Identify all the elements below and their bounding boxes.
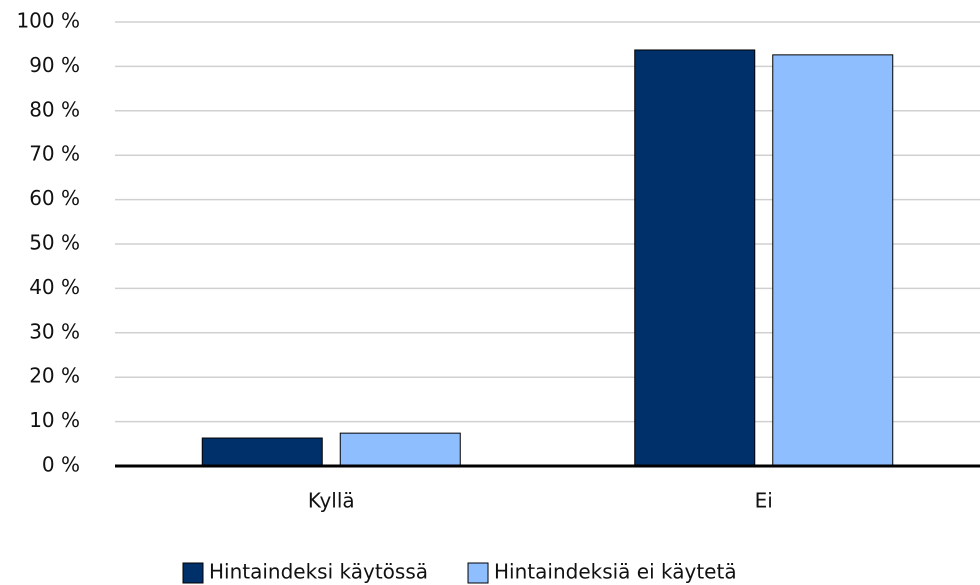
bar (772, 54, 894, 467)
legend-swatch (182, 562, 204, 584)
x-tick-label: Ei (755, 489, 773, 513)
y-tick-label: 30 % (29, 319, 80, 343)
y-tick-label: 90 % (29, 53, 80, 77)
legend-label: Hintaindeksi käytössä (209, 560, 428, 584)
y-tick-label: 20 % (29, 364, 80, 388)
y-tick-label: 50 % (29, 231, 80, 255)
bar (634, 49, 756, 467)
y-tick-label: 70 % (29, 142, 80, 166)
y-tick-label: 100 % (16, 9, 80, 33)
bar (201, 437, 323, 467)
y-tick-label: 80 % (29, 97, 80, 121)
y-tick-label: 60 % (29, 186, 80, 210)
y-tick-label: 40 % (29, 275, 80, 299)
x-tick-label: Kyllä (308, 489, 355, 513)
legend-label: Hintaindeksiä ei käytetä (494, 560, 737, 584)
legend-swatch (467, 562, 489, 584)
y-tick-label: 10 % (29, 408, 80, 432)
y-tick-label: 0 % (42, 453, 80, 477)
bar (339, 432, 461, 467)
